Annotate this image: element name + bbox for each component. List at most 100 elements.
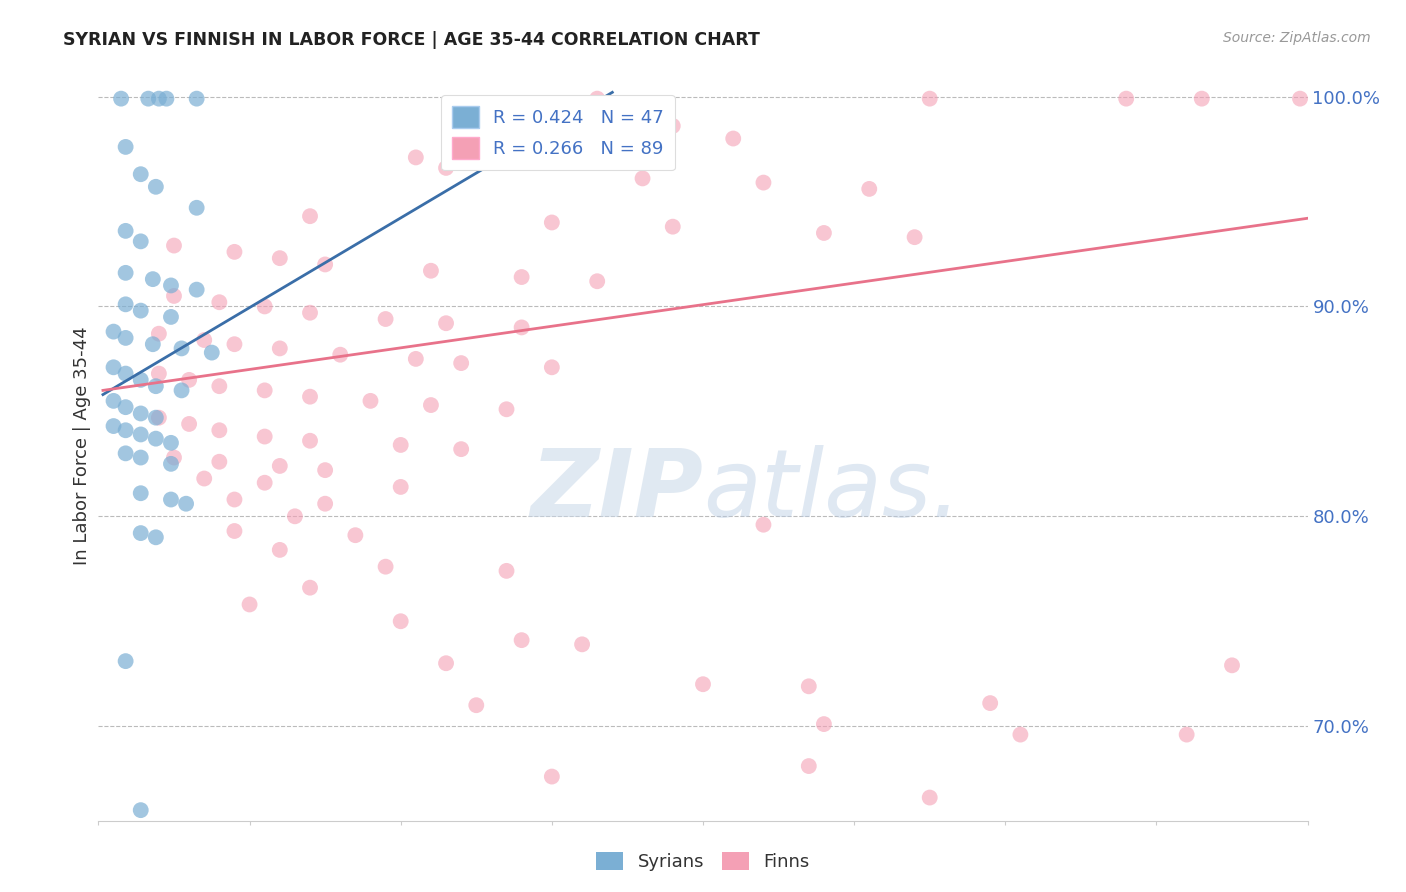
Point <box>148 367 170 381</box>
Point <box>148 410 170 425</box>
Point <box>405 150 427 164</box>
Point <box>813 226 835 240</box>
Point <box>571 637 593 651</box>
Point <box>179 417 201 431</box>
Point <box>329 348 352 362</box>
Point <box>224 244 246 259</box>
Point <box>495 402 517 417</box>
Point <box>661 219 683 234</box>
Point <box>269 342 291 356</box>
Point <box>145 379 167 393</box>
Point <box>586 274 609 288</box>
Point <box>374 312 396 326</box>
Point <box>389 614 412 628</box>
Point <box>434 657 457 671</box>
Point <box>186 92 208 106</box>
Point <box>103 419 125 434</box>
Point <box>174 497 197 511</box>
Point <box>239 598 262 612</box>
Point <box>129 303 152 318</box>
Point <box>129 167 152 181</box>
Legend: R = 0.424   N = 47, R = 0.266   N = 89: R = 0.424 N = 47, R = 0.266 N = 89 <box>441 95 675 170</box>
Point <box>420 264 443 278</box>
Point <box>114 266 136 280</box>
Point <box>114 331 136 345</box>
Point <box>145 410 167 425</box>
Point <box>540 360 562 375</box>
Point <box>661 119 683 133</box>
Point <box>314 257 336 271</box>
Point <box>193 471 215 485</box>
Point <box>170 384 193 398</box>
Point <box>510 633 533 648</box>
Point <box>114 367 136 381</box>
Point <box>148 326 170 341</box>
Point <box>858 182 880 196</box>
Point <box>405 351 427 366</box>
Point <box>813 717 835 731</box>
Point <box>160 492 183 507</box>
Point <box>979 696 1001 710</box>
Point <box>510 270 533 285</box>
Point <box>224 492 246 507</box>
Point <box>160 435 183 450</box>
Point <box>253 475 276 490</box>
Point <box>434 316 457 330</box>
Point <box>1175 728 1198 742</box>
Point <box>540 215 562 229</box>
Point <box>586 92 609 106</box>
Point <box>103 393 125 408</box>
Point <box>145 432 167 446</box>
Point <box>193 333 215 347</box>
Y-axis label: In Labor Force | Age 35-44: In Labor Force | Age 35-44 <box>73 326 91 566</box>
Point <box>160 457 183 471</box>
Point <box>160 278 183 293</box>
Point <box>314 497 336 511</box>
Point <box>170 342 193 356</box>
Point <box>114 224 136 238</box>
Point <box>389 438 412 452</box>
Point <box>129 526 152 541</box>
Point <box>114 140 136 154</box>
Point <box>299 306 322 320</box>
Point <box>136 92 159 106</box>
Point <box>540 770 562 784</box>
Point <box>692 677 714 691</box>
Point <box>269 542 291 557</box>
Point <box>129 235 152 249</box>
Point <box>110 92 132 106</box>
Point <box>284 509 307 524</box>
Point <box>145 179 167 194</box>
Point <box>253 429 276 443</box>
Point <box>450 356 472 370</box>
Point <box>465 698 488 713</box>
Point <box>142 272 165 286</box>
Point <box>344 528 367 542</box>
Point <box>142 337 165 351</box>
Point <box>208 295 231 310</box>
Point <box>299 390 322 404</box>
Point <box>114 446 136 460</box>
Point <box>186 201 208 215</box>
Point <box>314 463 336 477</box>
Point <box>103 360 125 375</box>
Point <box>389 480 412 494</box>
Point <box>752 176 775 190</box>
Point <box>1115 92 1137 106</box>
Legend: Syrians, Finns: Syrians, Finns <box>589 845 817 879</box>
Point <box>145 530 167 544</box>
Text: SYRIAN VS FINNISH IN LABOR FORCE | AGE 35-44 CORRELATION CHART: SYRIAN VS FINNISH IN LABOR FORCE | AGE 3… <box>63 31 761 49</box>
Point <box>631 171 654 186</box>
Point <box>129 427 152 442</box>
Point <box>129 450 152 465</box>
Point <box>114 400 136 414</box>
Point <box>129 407 152 421</box>
Point <box>208 455 231 469</box>
Point <box>797 759 820 773</box>
Text: Source: ZipAtlas.com: Source: ZipAtlas.com <box>1223 31 1371 45</box>
Point <box>374 559 396 574</box>
Point <box>918 790 941 805</box>
Point <box>269 458 291 473</box>
Point <box>299 434 322 448</box>
Point <box>201 345 224 359</box>
